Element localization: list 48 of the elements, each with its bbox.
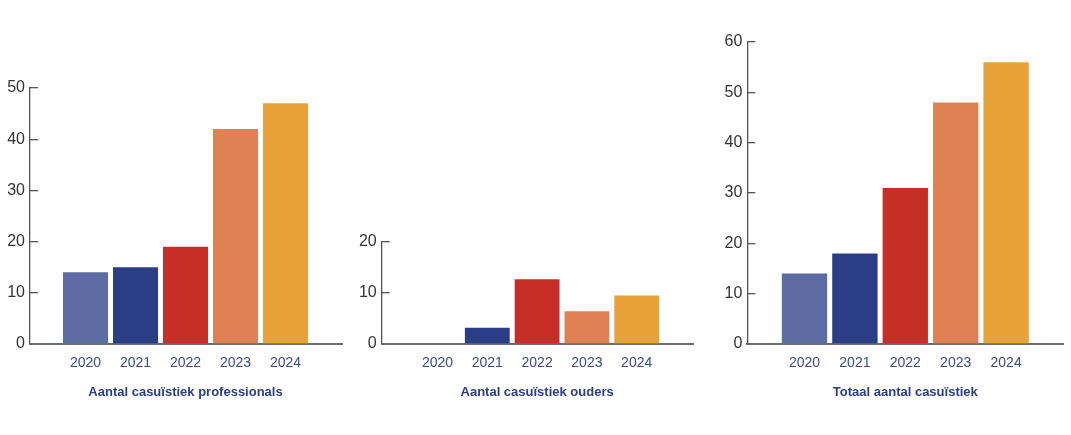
y-tick-label: 30 xyxy=(7,180,26,198)
x-tick-label: 2020 xyxy=(421,354,454,371)
bar xyxy=(781,273,828,344)
bar xyxy=(882,187,928,344)
y-tick-label: 0 xyxy=(16,334,26,352)
y-tick-label: 0 xyxy=(367,334,377,352)
y-tick-label: 10 xyxy=(7,283,26,301)
y-tick-label: 50 xyxy=(7,78,26,96)
bar xyxy=(832,253,878,344)
bar xyxy=(983,62,1029,344)
x-tick-label: 2023 xyxy=(571,354,603,371)
x-tick-label: 2021 xyxy=(839,354,871,371)
y-tick-label: 30 xyxy=(724,183,743,201)
y-tick-label: 40 xyxy=(724,133,743,151)
x-tick-label: 2021 xyxy=(471,354,504,371)
x-tick-label: 2023 xyxy=(940,354,972,371)
text: Aantal casuïstiek ouders xyxy=(460,383,614,399)
y-tick-label: 40 xyxy=(7,129,26,147)
x-tick-label: 2024 xyxy=(990,354,1022,371)
y-tick-label: 10 xyxy=(724,284,743,302)
x-tick-label: 2021 xyxy=(119,354,152,371)
text: Aantal casuïstiek professionals xyxy=(88,383,283,399)
y-tick-label: 60 xyxy=(724,32,743,50)
y-tick-label: 10 xyxy=(358,283,377,301)
y-tick-label: 50 xyxy=(724,82,743,100)
x-tick-label: 2020 xyxy=(788,354,821,371)
text: Totaal aantal casuïstiek xyxy=(832,383,979,399)
bar xyxy=(163,246,208,344)
x-tick-label: 2024 xyxy=(621,354,653,371)
bar xyxy=(933,102,979,344)
x-tick-label: 2022 xyxy=(169,354,202,371)
bar xyxy=(63,272,108,344)
bar xyxy=(213,128,258,344)
y-tick-label: 20 xyxy=(724,233,743,251)
y-tick-label: 0 xyxy=(733,334,743,352)
bar xyxy=(514,279,560,344)
bar xyxy=(614,295,660,344)
x-tick-label: 2024 xyxy=(269,354,302,371)
y-tick-label: 20 xyxy=(7,232,26,250)
x-tick-label: 2022 xyxy=(521,354,553,371)
x-tick-label: 2020 xyxy=(69,354,102,371)
bar xyxy=(464,327,510,344)
x-tick-label: 2023 xyxy=(219,354,252,371)
y-tick-label: 20 xyxy=(358,232,377,250)
bar xyxy=(263,103,308,344)
x-tick-label: 2022 xyxy=(889,354,922,371)
bar xyxy=(113,267,158,344)
bar xyxy=(564,311,610,344)
